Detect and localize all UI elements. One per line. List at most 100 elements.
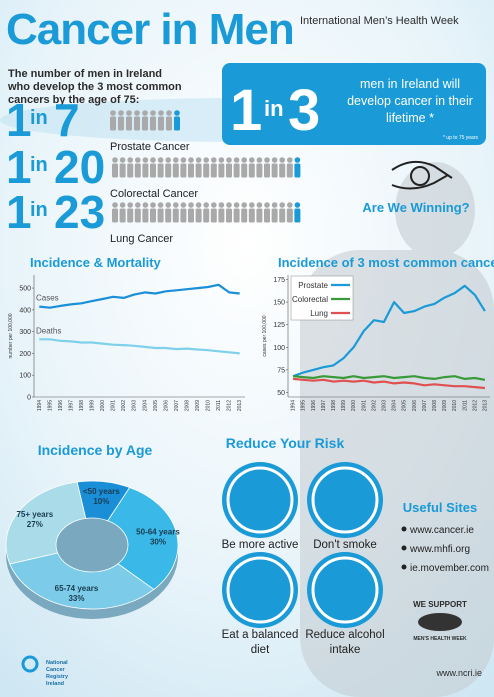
- x-tick-label: 1999: [341, 400, 347, 411]
- person-icon-head: [264, 157, 270, 163]
- x-tick-label: 2006: [412, 400, 418, 411]
- legend-label: Lung: [310, 309, 328, 318]
- highlight-line: develop cancer in their: [347, 94, 473, 108]
- x-tick-label: 2012: [472, 400, 478, 411]
- person-icon-body: [158, 116, 164, 131]
- person-icon-body: [134, 163, 141, 178]
- person-icon-head: [157, 202, 164, 208]
- y-tick-label: 0: [27, 395, 31, 402]
- person-icon-head: [287, 157, 293, 163]
- person-icon-head: [118, 110, 124, 116]
- person-icon-head: [135, 157, 141, 163]
- odds-one: 1: [6, 141, 32, 193]
- person-icon-head: [127, 157, 133, 163]
- person-icon-head: [287, 202, 293, 208]
- person-icon-head: [211, 157, 217, 163]
- x-tick-label: 2005: [402, 400, 408, 411]
- odds-n: 7: [54, 94, 80, 146]
- x-tick-label: 1995: [47, 400, 53, 411]
- x-tick-label: 2001: [111, 400, 117, 411]
- person-icon-body: [142, 208, 149, 223]
- person-icon-head: [203, 157, 209, 163]
- person-icon-body: [134, 208, 141, 223]
- site-link: ie.movember.com: [410, 563, 489, 574]
- person-icon-head: [256, 202, 263, 208]
- person-icon-body: [112, 163, 118, 178]
- person-icon-body: [226, 208, 232, 223]
- footer-url: www.ncri.ie: [435, 668, 482, 678]
- person-icon-head: [279, 202, 286, 208]
- y-tick-label: 200: [19, 351, 31, 358]
- highlight-box: [222, 63, 486, 145]
- series-line: [39, 283, 240, 309]
- person-icon-body: [195, 163, 202, 178]
- person-icon-body: [264, 208, 270, 223]
- slice-category: 65-74 years: [55, 584, 99, 593]
- x-tick-label: 1996: [311, 400, 317, 411]
- person-icon-body: [294, 163, 301, 178]
- x-tick-label: 2013: [237, 400, 243, 411]
- x-tick-label: 1996: [58, 400, 64, 411]
- highlight-one: 1: [230, 78, 262, 143]
- x-tick-label: 2004: [142, 400, 148, 411]
- x-tick-label: 1998: [331, 400, 337, 411]
- person-icon-head: [127, 202, 133, 208]
- person-icon-body: [118, 116, 124, 131]
- intro-line: The number of men in Ireland: [8, 68, 162, 80]
- registry-line: Cancer: [46, 667, 66, 673]
- person-icon-head: [233, 157, 240, 163]
- bullet: [401, 564, 407, 570]
- slice-value: 27%: [27, 520, 43, 529]
- risk-label: Be more active: [222, 539, 299, 551]
- person-icon-head: [195, 157, 202, 163]
- person-icon-head: [142, 157, 149, 163]
- risk-icon: [307, 462, 383, 538]
- person-icon-head: [271, 157, 278, 163]
- person-icon-head: [142, 202, 149, 208]
- person-icon-body: [203, 163, 210, 178]
- donut-slice: [107, 486, 179, 590]
- x-tick-label: 2011: [462, 400, 468, 411]
- person-icon-head: [294, 202, 301, 208]
- odds-in: in: [30, 154, 48, 176]
- x-tick-label: 2013: [482, 400, 488, 411]
- highlight-n: 3: [288, 78, 320, 143]
- series-line: [293, 377, 485, 390]
- person-icon-body: [248, 163, 255, 178]
- intro-line: who develop the 3 most common: [7, 81, 182, 93]
- registry-line: Registry: [46, 674, 69, 680]
- y-tick-label: 50: [277, 390, 285, 397]
- slice-value: 30%: [150, 537, 166, 546]
- x-tick-label: 2001: [361, 400, 367, 411]
- bullet: [401, 545, 407, 551]
- person-icon-body: [157, 208, 164, 223]
- x-tick-label: 2009: [195, 400, 201, 411]
- person-icon-head: [112, 157, 118, 163]
- person-icon-body: [233, 163, 240, 178]
- risk-icon-ring: [311, 466, 379, 534]
- person-icon-head: [173, 157, 179, 163]
- person-icon-body: [172, 208, 179, 223]
- site-link: www.mhfi.org: [409, 544, 470, 555]
- highlight-note: * up to 75 years: [443, 135, 479, 141]
- person-icon-body: [218, 163, 225, 178]
- person-icon-body: [279, 208, 286, 223]
- person-icon-body: [226, 163, 232, 178]
- person-icon-body: [264, 163, 270, 178]
- person-icon-head: [203, 202, 209, 208]
- x-tick-label: 2003: [132, 400, 138, 411]
- x-tick-label: 2003: [381, 400, 387, 411]
- person-icon-body: [110, 116, 116, 131]
- person-icon-body: [233, 208, 240, 223]
- series-label: Cases: [36, 294, 59, 303]
- person-icon-body: [256, 208, 263, 223]
- person-icon-head: [256, 157, 263, 163]
- odds-in: in: [30, 199, 48, 221]
- x-tick-label: 2010: [206, 400, 212, 411]
- y-tick-label: 75: [277, 367, 285, 374]
- support-bottom: MEN'S HEALTH WEEK: [413, 636, 467, 642]
- series-label: Deaths: [36, 326, 61, 335]
- y-tick-label: 400: [19, 307, 31, 314]
- person-icon-head: [241, 202, 247, 208]
- support-badge: [418, 613, 462, 631]
